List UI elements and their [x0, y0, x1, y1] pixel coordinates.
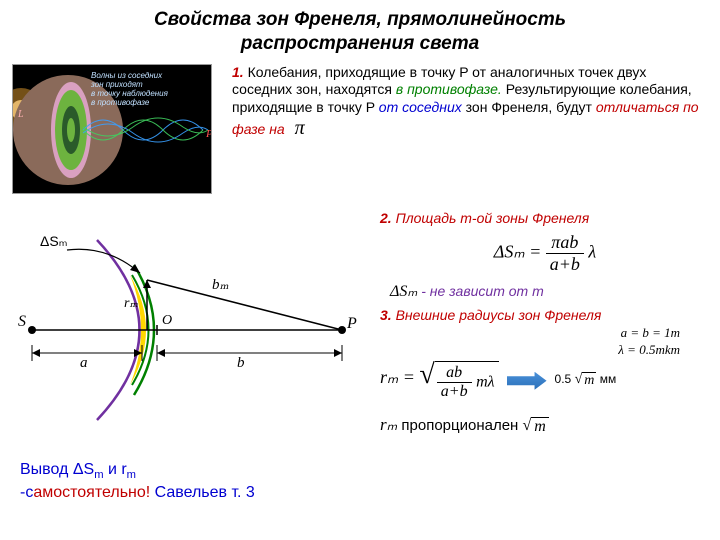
conclusion: Вывод ΔSm и rm -самостоятельно! Савельев…: [20, 460, 255, 504]
arrow-icon: [507, 372, 547, 390]
area-note: ΔSₘ - не зависит от m: [390, 281, 710, 301]
property-2: 2. Площадь m-ой зоны Френеля: [380, 210, 710, 226]
property-3: 3. Внешние радиусы зон Френеля: [380, 307, 710, 323]
svg-text:P: P: [205, 128, 212, 140]
proportional-note: rₘ пропорционален √m: [380, 415, 710, 436]
formula-area: ΔSₘ = πaba+b λ: [380, 232, 710, 275]
geometry-diagram: ΔSₘ S O P a b rₘ bₘ: [12, 235, 362, 425]
svg-text:L: L: [17, 109, 24, 120]
fresnel-zone-figure: P L Волны из соседних зон приходят в точ…: [12, 64, 212, 194]
property-1: 1. Колебания, приходящие в точку P от ан…: [232, 64, 708, 142]
formula-radius-row: rₘ = √ aba+b mλ 0.5 √m мм: [380, 361, 710, 401]
conditions: a = b = 1m λ = 0.5mkm: [380, 325, 710, 359]
page-title: Свойства зон Френеля, прямолинейность ра…: [0, 0, 720, 60]
